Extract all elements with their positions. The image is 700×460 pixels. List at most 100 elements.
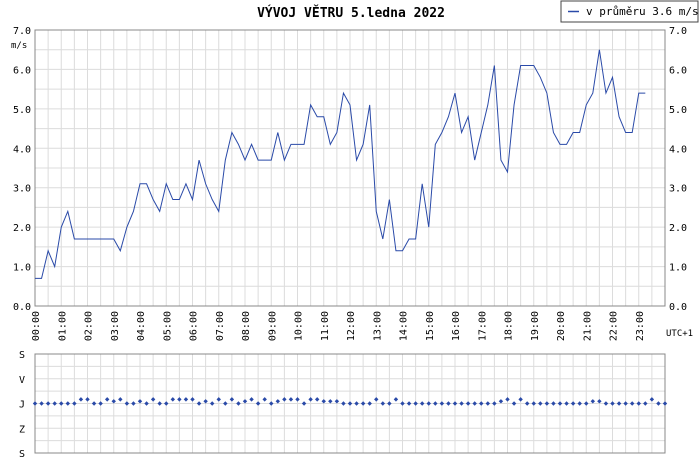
direction-point — [295, 397, 300, 402]
x-tick-label: 12:00 — [346, 311, 357, 341]
direction-point — [52, 401, 57, 406]
direction-point — [131, 401, 136, 406]
direction-point — [255, 401, 261, 406]
direction-point — [433, 401, 438, 406]
direction-point — [65, 401, 71, 406]
y-tick-label-right: 5.0 — [669, 105, 687, 116]
x-tick-label: 20:00 — [556, 311, 567, 341]
direction-point — [308, 397, 313, 402]
speed-y-ticks-left: 0.0 1.0 2.0 3.0 4.0 5.0 6.0 7.0 — [13, 26, 31, 313]
direction-label: V — [19, 375, 25, 386]
x-tick-label: 10:00 — [294, 311, 305, 341]
direction-point — [564, 401, 569, 406]
direction-point — [518, 397, 523, 402]
direction-point — [485, 401, 491, 406]
y-tick-label-right: 6.0 — [669, 65, 687, 76]
direction-point — [341, 401, 346, 406]
direction-point — [459, 401, 464, 406]
direction-point — [157, 401, 162, 406]
direction-point — [275, 399, 281, 404]
direction-point — [216, 397, 221, 402]
legend-label: v průměru 3.6 m/s — [586, 5, 699, 18]
direction-point — [32, 401, 38, 406]
direction-point — [39, 401, 44, 406]
direction-point — [610, 401, 615, 406]
direction-point — [360, 401, 366, 406]
timezone-label: UTC+1 — [666, 329, 693, 339]
direction-point — [282, 397, 287, 402]
direction-point — [662, 401, 668, 406]
direction-point — [354, 401, 359, 406]
direction-point — [137, 399, 143, 404]
direction-point — [177, 397, 182, 402]
direction-point — [584, 401, 589, 406]
x-tick-label: 01:00 — [57, 311, 68, 341]
x-tick-label: 09:00 — [267, 311, 278, 341]
direction-point — [643, 401, 648, 406]
x-tick-label: 13:00 — [372, 311, 383, 341]
direction-point — [551, 401, 556, 406]
y-tick-label-right: 2.0 — [669, 223, 687, 234]
speed-plot-frame — [34, 29, 666, 307]
direction-point — [426, 401, 431, 406]
direction-point — [111, 399, 116, 404]
series-line-wind-speed — [35, 49, 646, 279]
x-tick-label: 14:00 — [399, 311, 410, 341]
direction-point — [334, 399, 340, 404]
y-tick-label: 2.0 — [13, 223, 31, 234]
x-tick-label: 18:00 — [504, 311, 515, 341]
direction-point — [203, 399, 208, 404]
x-tick-label: 22:00 — [609, 311, 620, 341]
direction-point — [209, 401, 215, 406]
direction-point — [406, 401, 412, 406]
direction-point — [531, 401, 536, 406]
direction-point — [288, 397, 294, 402]
direction-point — [387, 401, 392, 406]
direction-point — [124, 401, 130, 406]
x-tick-label: 11:00 — [320, 311, 331, 341]
direction-point — [91, 401, 97, 406]
direction-point — [649, 397, 655, 402]
direction-point — [590, 399, 596, 404]
direction-point — [150, 397, 156, 402]
legend: v průměru 3.6 m/s — [560, 0, 699, 23]
direction-point — [45, 401, 51, 406]
direction-point — [400, 401, 405, 406]
direction-point — [479, 401, 484, 406]
direction-point — [229, 397, 235, 402]
direction-point — [262, 397, 267, 402]
direction-point — [629, 401, 635, 406]
direction-point — [72, 401, 77, 406]
direction-point — [524, 401, 530, 406]
direction-point — [85, 397, 90, 402]
direction-point — [78, 397, 84, 402]
direction-point — [656, 401, 661, 406]
y-tick-label: 3.0 — [13, 184, 31, 195]
direction-point — [538, 401, 543, 406]
y-tick-label: 1.0 — [13, 263, 31, 274]
y-tick-label-right: 4.0 — [669, 144, 687, 155]
direction-point — [118, 397, 123, 402]
direction-point — [623, 401, 628, 406]
y-axis-unit: m/s — [11, 41, 27, 51]
direction-point — [446, 401, 451, 406]
y-tick-label: 4.0 — [13, 144, 31, 155]
x-tick-label: 23:00 — [635, 311, 646, 341]
direction-label: Z — [19, 424, 25, 435]
direction-point — [413, 401, 418, 406]
direction-point — [98, 401, 103, 406]
direction-point — [505, 397, 510, 402]
direction-point — [492, 401, 497, 406]
x-tick-label: 21:00 — [582, 311, 593, 341]
direction-point — [380, 401, 386, 406]
direction-point — [196, 401, 202, 406]
direction-point — [164, 401, 169, 406]
x-tick-label: 03:00 — [110, 311, 121, 341]
direction-point — [314, 397, 320, 402]
x-tick-label: 08:00 — [241, 311, 252, 341]
direction-point — [321, 399, 326, 404]
x-tick-labels: 00:00 01:00 02:00 03:00 04:00 05:00 06:00 07:00… — [31, 311, 646, 341]
direction-points — [32, 397, 668, 406]
direction-point — [190, 397, 195, 402]
